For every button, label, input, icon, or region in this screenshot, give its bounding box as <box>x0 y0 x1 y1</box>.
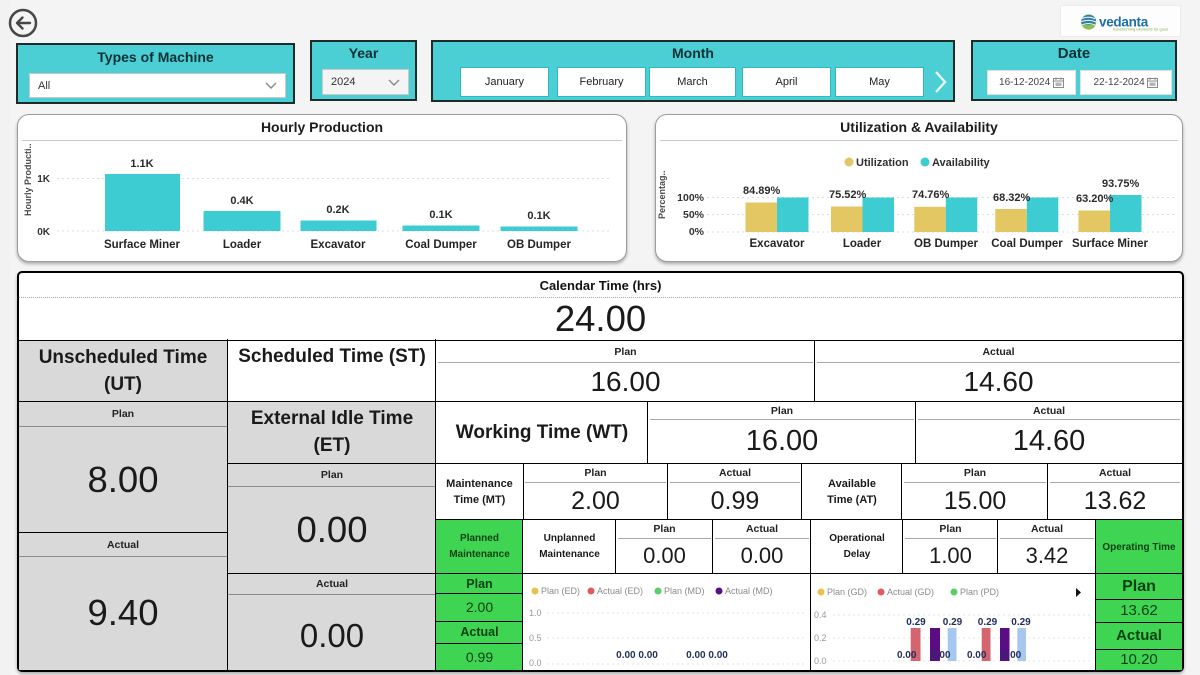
svg-text:0.29: 0.29 <box>906 617 926 628</box>
svg-text:Excavator: Excavator <box>750 238 806 250</box>
svg-text:93.75%: 93.75% <box>1102 178 1140 190</box>
svg-text:Actual (GD): Actual (GD) <box>887 587 934 597</box>
svg-text:Plan (GD): Plan (GD) <box>827 587 867 597</box>
svg-text:Surface Miner: Surface Miner <box>1072 238 1149 250</box>
svg-text:84.89%: 84.89% <box>743 185 781 197</box>
svg-text:Loader: Loader <box>843 238 882 250</box>
svg-text:0.0: 0.0 <box>529 658 542 668</box>
svg-text:Coal Dumper: Coal Dumper <box>991 238 1063 250</box>
svg-text:OB Dumper: OB Dumper <box>914 238 978 250</box>
svg-text:0.00: 0.00 <box>967 650 987 661</box>
svg-text:OB Dumper: OB Dumper <box>507 239 571 251</box>
svg-text:0.1K: 0.1K <box>527 210 550 222</box>
svg-text:74.76%: 74.76% <box>912 189 950 201</box>
svg-text:0.29: 0.29 <box>943 617 963 628</box>
svg-text:Actual (MD): Actual (MD) <box>725 586 773 596</box>
svg-text:0.1K: 0.1K <box>429 209 452 221</box>
svg-text:0%: 0% <box>689 226 705 238</box>
svg-text:vedanta: vedanta <box>1099 15 1149 30</box>
svg-text:0K: 0K <box>37 227 51 238</box>
svg-text:0.00: 0.00 <box>1002 650 1022 661</box>
svg-text:0.4: 0.4 <box>814 610 827 620</box>
svg-text:1K: 1K <box>37 174 51 185</box>
svg-text:1.1K: 1.1K <box>130 158 153 170</box>
svg-text:0.4K: 0.4K <box>230 195 253 207</box>
svg-text:Plan (MD): Plan (MD) <box>664 586 705 596</box>
svg-text:Percentag..: Percentag.. <box>657 170 667 219</box>
svg-text:0.00 0.00: 0.00 0.00 <box>616 650 658 661</box>
svg-text:100%: 100% <box>677 192 705 204</box>
svg-text:Surface Miner: Surface Miner <box>104 239 181 251</box>
svg-text:Excavator: Excavator <box>311 239 367 251</box>
svg-text:0.00: 0.00 <box>897 650 917 661</box>
svg-text:Hourly Producti..: Hourly Producti.. <box>23 143 33 216</box>
svg-text:0.29: 0.29 <box>1011 617 1031 628</box>
svg-text:transforming elements for good: transforming elements for good <box>1113 27 1168 32</box>
svg-text:0.0: 0.0 <box>814 656 827 666</box>
svg-text:1.0: 1.0 <box>529 608 542 618</box>
svg-text:75.52%: 75.52% <box>829 189 867 201</box>
svg-text:Availability: Availability <box>932 157 991 169</box>
svg-text:0.2: 0.2 <box>814 633 827 643</box>
svg-text:50%: 50% <box>683 209 705 221</box>
svg-text:0.00 0.00: 0.00 0.00 <box>686 650 728 661</box>
svg-text:Loader: Loader <box>223 239 262 251</box>
svg-text:Plan (ED): Plan (ED) <box>541 586 580 596</box>
svg-text:68.32%: 68.32% <box>993 192 1031 204</box>
svg-text:Utilization: Utilization <box>856 157 909 169</box>
svg-text:0.00: 0.00 <box>931 650 951 661</box>
svg-text:0.2K: 0.2K <box>326 204 349 216</box>
svg-text:0.5: 0.5 <box>529 633 542 643</box>
svg-text:Plan (PD): Plan (PD) <box>960 587 999 597</box>
svg-text:Coal Dumper: Coal Dumper <box>405 239 477 251</box>
svg-text:63.20%: 63.20% <box>1076 193 1114 205</box>
svg-text:Actual (ED): Actual (ED) <box>597 586 643 596</box>
svg-text:0.29: 0.29 <box>978 617 998 628</box>
